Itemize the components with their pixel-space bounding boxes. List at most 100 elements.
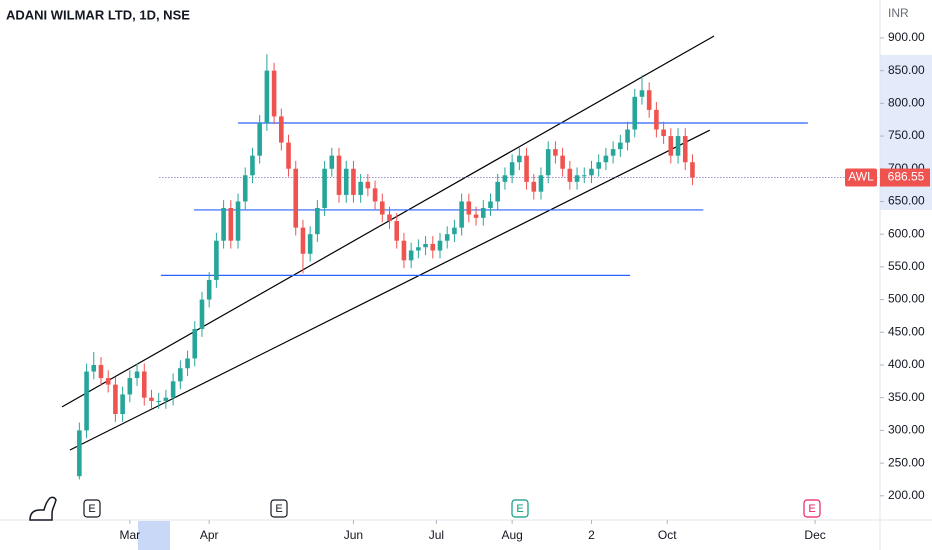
candles-layer bbox=[77, 54, 695, 480]
candle-body bbox=[639, 90, 645, 97]
candle-body bbox=[293, 168, 299, 228]
candle-body bbox=[250, 155, 255, 176]
candle-body bbox=[574, 175, 580, 182]
candle-body bbox=[300, 227, 306, 254]
candle-body bbox=[625, 129, 630, 143]
candle-body bbox=[589, 168, 594, 176]
candle-body bbox=[473, 214, 479, 218]
x-tick-label: Jul bbox=[429, 528, 444, 542]
y-tick-label: 900.00 bbox=[888, 30, 925, 44]
symbol-badge bbox=[845, 168, 877, 187]
candle-body bbox=[437, 240, 443, 251]
candle-body bbox=[214, 240, 219, 280]
candle-body bbox=[387, 214, 392, 222]
candle-body bbox=[242, 175, 248, 202]
chart-title: ADANI WILMAR LTD, 1D, NSE bbox=[6, 7, 190, 22]
candle-body bbox=[343, 168, 349, 195]
candle-body bbox=[618, 142, 623, 150]
candle-body bbox=[221, 208, 226, 241]
candle-body bbox=[322, 168, 327, 208]
candle-body bbox=[228, 208, 234, 241]
candle-body bbox=[553, 149, 558, 156]
event-label: E bbox=[275, 503, 282, 515]
y-tick-label: 300.00 bbox=[888, 423, 925, 437]
candle-body bbox=[329, 155, 335, 169]
candle-body bbox=[531, 181, 537, 192]
y-tick-label: 200.00 bbox=[888, 488, 925, 502]
candle-body bbox=[545, 149, 551, 176]
price-label: 686.55 bbox=[888, 170, 925, 184]
candle-body bbox=[98, 364, 104, 379]
y-tick-label: 550.00 bbox=[888, 259, 925, 273]
candle-body bbox=[430, 243, 436, 251]
y-tick-label: 850.00 bbox=[888, 63, 925, 77]
candle-body bbox=[206, 279, 212, 300]
candle-body bbox=[379, 201, 385, 215]
candle-body bbox=[336, 155, 342, 195]
candle-body bbox=[675, 136, 681, 156]
candle-body bbox=[509, 162, 515, 176]
candle-body bbox=[632, 96, 638, 130]
candle-body bbox=[488, 201, 493, 208]
candle-body bbox=[149, 397, 154, 401]
x-tick-label: Oct bbox=[658, 528, 677, 542]
candle-body bbox=[315, 208, 320, 235]
candle-body bbox=[235, 201, 241, 241]
candle-body bbox=[596, 162, 601, 169]
trend-line bbox=[69, 129, 711, 451]
y-tick-label: 400.00 bbox=[888, 357, 925, 371]
candle-body bbox=[661, 129, 666, 137]
candle-body bbox=[264, 70, 270, 123]
candle-body bbox=[690, 162, 695, 178]
candle-body bbox=[141, 371, 147, 398]
x-tick-label: Dec bbox=[804, 528, 825, 542]
x-tick-label: Aug bbox=[501, 528, 522, 542]
candle-body bbox=[408, 250, 414, 261]
candle-body bbox=[524, 155, 529, 182]
candle-body bbox=[452, 227, 457, 235]
y-tick-label: 500.00 bbox=[888, 292, 925, 306]
event-label: E bbox=[808, 503, 815, 515]
candle-body bbox=[307, 234, 313, 254]
candle-body bbox=[668, 136, 674, 156]
candle-body bbox=[163, 397, 169, 401]
y-tick-label: 450.00 bbox=[888, 324, 925, 338]
candle-body bbox=[105, 378, 111, 385]
candle-body bbox=[567, 168, 573, 182]
x-tick-label: 2 bbox=[588, 528, 595, 542]
candle-body bbox=[502, 175, 508, 182]
x-tick-label: Mar bbox=[120, 528, 141, 542]
logo bbox=[29, 496, 57, 521]
candle-body bbox=[459, 201, 464, 228]
candle-body bbox=[199, 299, 205, 330]
y-tick-label: 350.00 bbox=[888, 390, 925, 404]
candle-body bbox=[257, 122, 262, 156]
candle-body bbox=[495, 181, 501, 202]
currency-label: INR bbox=[888, 6, 909, 20]
candle-body bbox=[358, 181, 363, 195]
y-tick-label: 250.00 bbox=[888, 455, 925, 469]
candle-body bbox=[351, 168, 356, 195]
candle-body bbox=[91, 364, 97, 372]
trend-line bbox=[61, 35, 715, 408]
drawings-layer bbox=[61, 35, 880, 451]
event-badge bbox=[511, 499, 529, 518]
event-label: E bbox=[516, 503, 523, 515]
candle-body bbox=[646, 90, 652, 110]
candle-body bbox=[365, 181, 371, 189]
logo-shape bbox=[29, 496, 57, 521]
event-label: E bbox=[88, 503, 95, 515]
candle-body bbox=[610, 149, 616, 156]
candle-body bbox=[134, 371, 140, 379]
candle-body bbox=[372, 188, 378, 202]
candle-body bbox=[560, 155, 565, 169]
y-tick-label: 800.00 bbox=[888, 96, 925, 110]
crosshair-date-box bbox=[138, 521, 170, 550]
candle-body bbox=[423, 243, 428, 248]
candle-body bbox=[517, 155, 522, 163]
candle-body bbox=[394, 221, 400, 241]
event-badge bbox=[83, 499, 101, 518]
price-badge bbox=[880, 168, 930, 187]
event-badge bbox=[270, 499, 288, 518]
